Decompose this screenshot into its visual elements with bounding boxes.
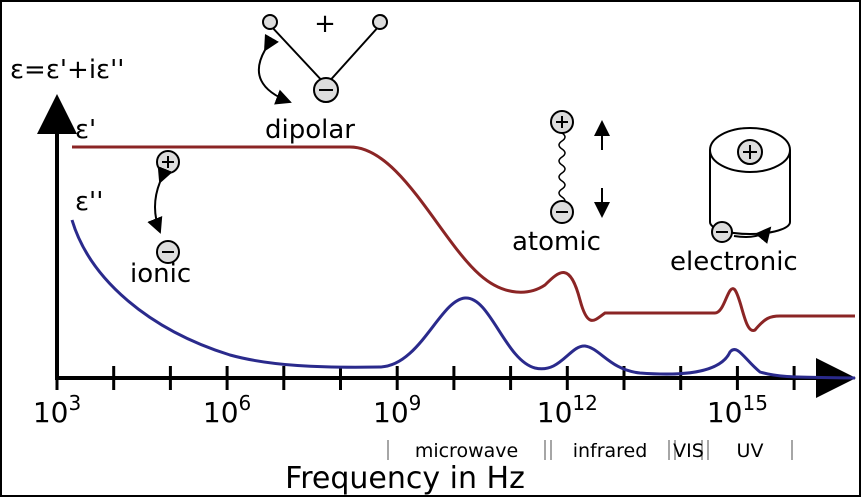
dipolar-icon [257, 14, 388, 105]
atomic-label: atomic [512, 227, 601, 257]
electronic-icon [709, 127, 791, 244]
real-curve [72, 145, 855, 332]
formula: ε=ε'+iε'' [10, 55, 124, 85]
ionic-icon [147, 150, 180, 264]
dipolar-label: dipolar [265, 115, 355, 145]
imaginary-label: ε'' [75, 187, 103, 217]
band-label: infrared [573, 440, 648, 462]
electronic-label: electronic [670, 247, 798, 277]
tick-exponent: 15 [742, 391, 767, 415]
tick-base: 10 [537, 396, 573, 429]
tick-exponent: 6 [239, 391, 252, 415]
tick-exponent: 9 [409, 391, 422, 415]
x-ticks: 103 106 109 1012 1015 [33, 366, 796, 429]
real-label: ε' [75, 115, 96, 145]
x-axis-title: Frequency in Hz [285, 461, 525, 496]
dipolar-sign: + [314, 9, 336, 39]
tick-base: 10 [33, 396, 69, 429]
tick-base: 10 [373, 396, 409, 429]
x-tick-label: 103 [33, 391, 81, 429]
tick-base: 10 [707, 396, 743, 429]
imaginary-curve [70, 219, 856, 380]
x-tick-label: 109 [373, 391, 421, 429]
band-bracket [387, 440, 546, 460]
tick-exponent: 12 [572, 391, 597, 415]
band-bracket [550, 440, 670, 460]
band-label: VIS [673, 440, 704, 462]
bands: microwave infrared VIS UV [387, 440, 793, 462]
x-tick-label: 1012 [537, 391, 598, 429]
band-bracket [707, 440, 793, 460]
band-label: UV [737, 440, 764, 462]
atomic-icon [550, 110, 610, 224]
band-label: microwave [415, 440, 518, 462]
band-bracket [674, 440, 703, 460]
x-tick-label: 1015 [707, 391, 768, 429]
ionic-label: ionic [130, 259, 191, 289]
tick-exponent: 3 [68, 391, 81, 415]
x-tick-label: 106 [203, 391, 251, 429]
tick-base: 10 [203, 396, 239, 429]
